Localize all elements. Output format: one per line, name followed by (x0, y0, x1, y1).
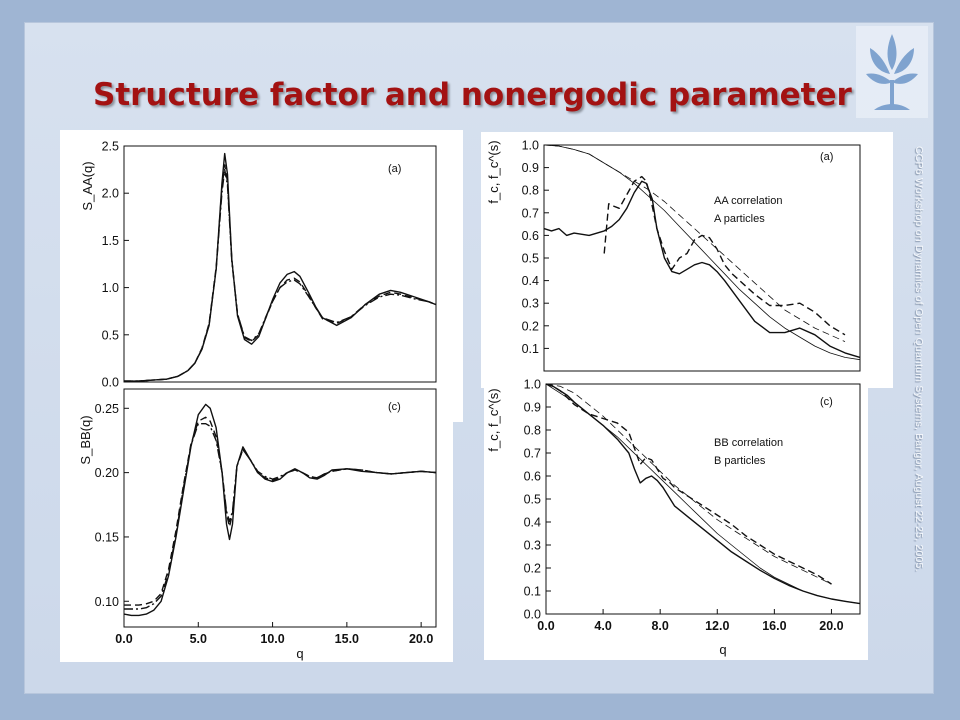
conference-footer-text: CCP6 Workshop on Dynamics of Open Quantu… (913, 146, 925, 572)
left-figure-lower (60, 384, 453, 662)
slide-title: Structure factor and nonergodic paramete… (93, 77, 852, 113)
left-figure (60, 130, 463, 422)
right-figure (481, 132, 893, 388)
plant-emblem-icon (856, 26, 928, 118)
right-figure-lower (484, 384, 868, 660)
